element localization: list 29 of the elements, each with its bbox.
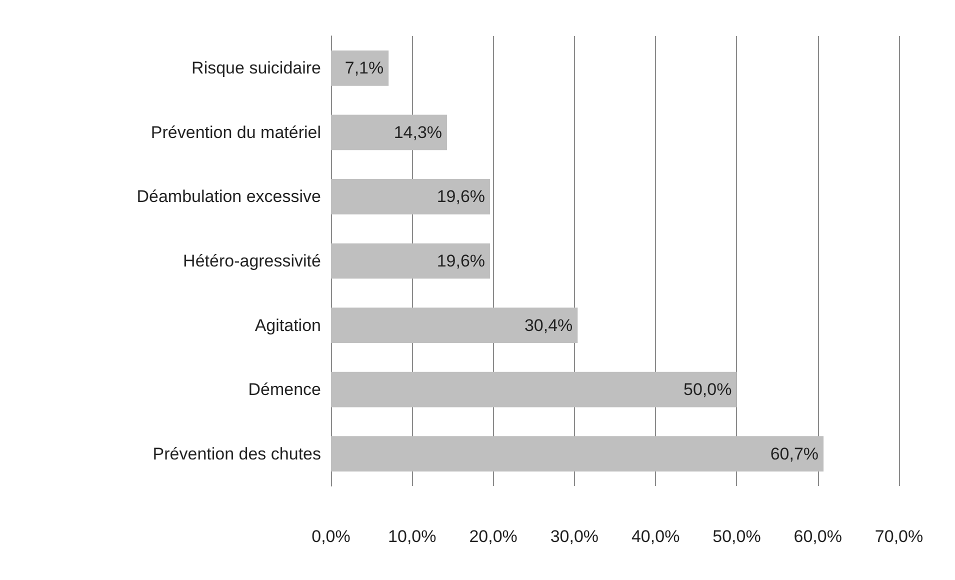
bar xyxy=(331,308,578,343)
x-tick-label: 0,0% xyxy=(312,527,350,546)
data-label: 19,6% xyxy=(436,252,486,270)
bar xyxy=(331,179,490,214)
x-tick-label: 20,0% xyxy=(469,527,518,546)
data-label: 7,1% xyxy=(344,58,384,78)
bar xyxy=(331,243,490,279)
data-label: 14,3% xyxy=(394,122,442,142)
x-tick-label: 40,0% xyxy=(631,527,680,546)
x-tick-label: 60,0% xyxy=(794,527,842,546)
y-tick-label: Prévention du matériel xyxy=(150,122,321,142)
y-tick-label: Déambulation excessive xyxy=(136,187,321,206)
bar xyxy=(331,50,389,86)
bar xyxy=(331,436,824,472)
bar xyxy=(331,372,737,408)
data-label: 19,6% xyxy=(436,187,486,206)
x-tick-label: 70,0% xyxy=(874,527,924,546)
y-tick-label: Prévention des chutes xyxy=(152,444,321,464)
y-tick-label: Risque suicidaire xyxy=(192,58,321,78)
bar xyxy=(331,114,448,150)
y-tick-label: Agitation xyxy=(254,316,321,335)
x-tick-label: 30,0% xyxy=(550,527,599,546)
y-tick-label: Démence xyxy=(248,380,321,400)
y-tick-label: Hétéro-agressivité xyxy=(183,252,321,270)
data-label: 60,7% xyxy=(770,444,819,464)
data-label: 30,4% xyxy=(524,316,573,335)
x-tick-label: 50,0% xyxy=(712,527,761,546)
data-label: 50,0% xyxy=(684,380,732,400)
x-tick-label: 10,0% xyxy=(388,527,436,546)
